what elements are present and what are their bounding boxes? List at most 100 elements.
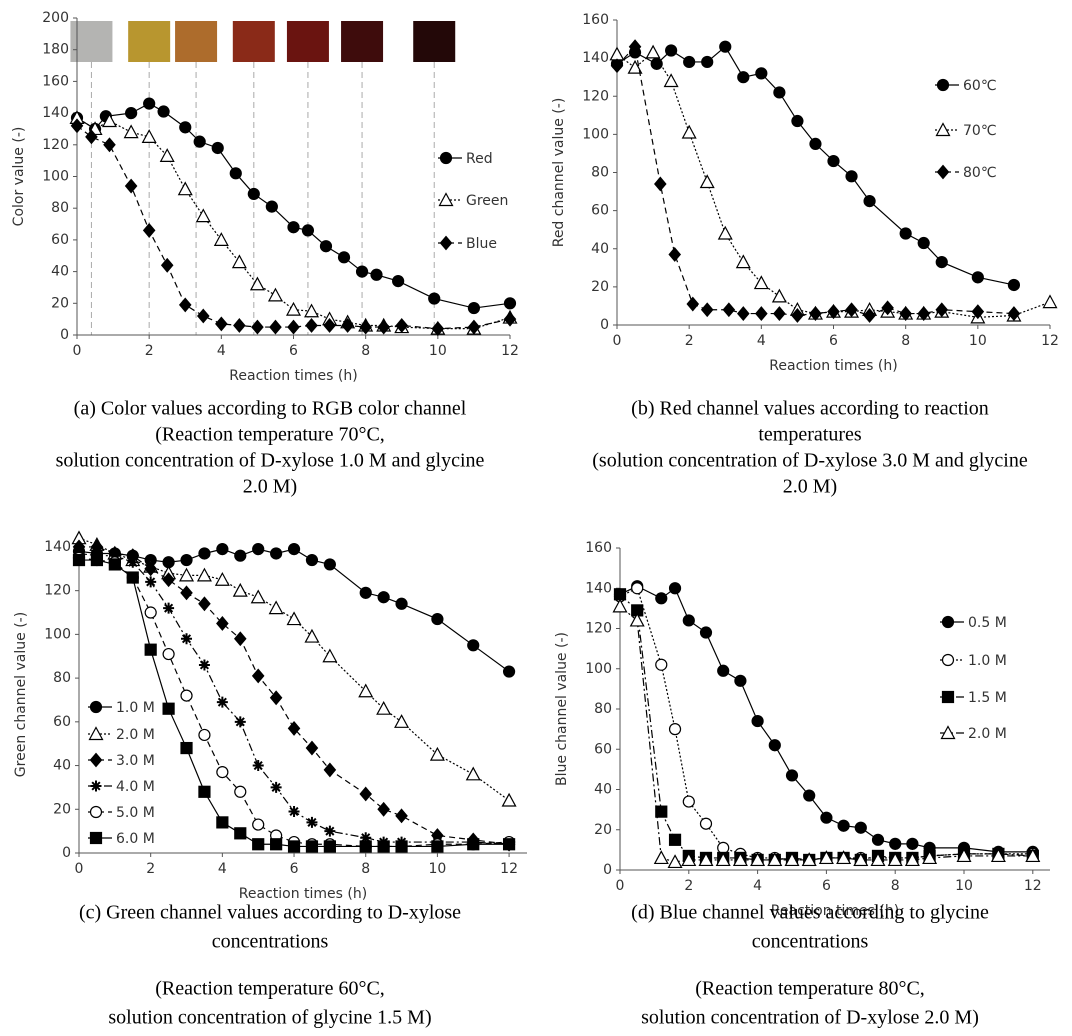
y-axis-label: Color value (-) bbox=[11, 127, 27, 227]
marker bbox=[907, 838, 918, 849]
legend-marker bbox=[441, 153, 452, 164]
marker bbox=[288, 222, 299, 233]
marker bbox=[235, 786, 246, 797]
x-tick-label: 2 bbox=[684, 878, 693, 894]
marker bbox=[792, 116, 803, 127]
marker bbox=[828, 156, 839, 167]
marker bbox=[306, 817, 317, 828]
marker bbox=[144, 224, 155, 237]
marker bbox=[504, 839, 515, 850]
marker bbox=[756, 307, 767, 320]
legend-label: 1.0 M bbox=[116, 700, 155, 716]
y-tick-label: 0 bbox=[60, 327, 69, 343]
marker bbox=[127, 557, 138, 568]
marker bbox=[774, 87, 785, 98]
legend-label: 80℃ bbox=[963, 165, 997, 181]
y-tick-label: 0 bbox=[62, 845, 71, 861]
marker bbox=[235, 550, 246, 561]
marker bbox=[467, 768, 480, 780]
caption: (Reaction temperature 60°C, bbox=[155, 978, 385, 1000]
marker bbox=[371, 269, 382, 280]
x-tick-label: 4 bbox=[757, 333, 766, 349]
marker bbox=[289, 544, 300, 555]
marker bbox=[181, 586, 192, 599]
marker bbox=[253, 544, 264, 555]
marker bbox=[74, 555, 85, 566]
marker bbox=[666, 45, 677, 56]
x-axis-label: Reaction times (h) bbox=[769, 358, 897, 374]
marker bbox=[503, 794, 516, 806]
caption: concentrations bbox=[212, 931, 329, 953]
marker bbox=[199, 659, 210, 670]
marker bbox=[701, 627, 712, 638]
x-tick-label: 8 bbox=[901, 333, 910, 349]
y-tick-label: 60 bbox=[53, 714, 71, 730]
legend-marker bbox=[91, 807, 102, 818]
marker bbox=[468, 839, 479, 850]
marker bbox=[197, 210, 210, 222]
y-tick-label: 40 bbox=[51, 264, 69, 280]
x-tick-label: 2 bbox=[146, 861, 155, 877]
marker bbox=[127, 572, 138, 583]
marker bbox=[687, 298, 698, 311]
marker bbox=[199, 786, 210, 797]
y-tick-label: 40 bbox=[53, 758, 71, 774]
marker bbox=[890, 838, 901, 849]
x-tick-label: 8 bbox=[361, 343, 370, 359]
x-tick-label: 2 bbox=[685, 333, 694, 349]
marker bbox=[230, 168, 241, 179]
marker bbox=[216, 573, 229, 585]
marker bbox=[656, 806, 667, 817]
axes bbox=[77, 18, 510, 335]
marker bbox=[504, 666, 515, 677]
marker bbox=[432, 614, 443, 625]
marker bbox=[395, 715, 408, 727]
marker bbox=[720, 41, 731, 52]
marker bbox=[669, 248, 680, 261]
marker bbox=[656, 593, 667, 604]
marker bbox=[719, 227, 732, 239]
marker bbox=[396, 841, 407, 852]
legend-label: 60℃ bbox=[963, 78, 997, 94]
y-axis-label: Blue channel value (-) bbox=[554, 632, 570, 786]
caption: (a) Color values according to RGB color … bbox=[74, 398, 467, 420]
marker bbox=[253, 819, 264, 830]
y-tick-label: 40 bbox=[594, 782, 612, 798]
legend-label: 0.5 M bbox=[968, 615, 1007, 631]
y-tick-label: 40 bbox=[591, 241, 609, 257]
x-tick-label: 8 bbox=[361, 861, 370, 877]
x-tick-label: 10 bbox=[955, 878, 973, 894]
marker bbox=[217, 767, 228, 778]
marker bbox=[217, 817, 228, 828]
marker bbox=[615, 589, 626, 600]
marker bbox=[271, 782, 282, 793]
marker bbox=[163, 703, 174, 714]
x-tick-label: 4 bbox=[218, 861, 227, 877]
marker bbox=[360, 841, 371, 852]
x-tick-label: 6 bbox=[289, 343, 298, 359]
legend-marker bbox=[938, 80, 949, 91]
marker bbox=[199, 597, 210, 610]
marker bbox=[217, 697, 228, 708]
marker bbox=[91, 555, 102, 566]
y-tick-label: 200 bbox=[42, 10, 69, 26]
marker bbox=[752, 716, 763, 727]
y-tick-label: 100 bbox=[44, 626, 71, 642]
y-tick-label: 140 bbox=[582, 50, 609, 66]
marker bbox=[302, 225, 313, 236]
marker bbox=[163, 649, 174, 660]
caption: (Reaction temperature 80°C, bbox=[695, 978, 925, 1000]
marker bbox=[378, 803, 389, 816]
y-tick-label: 80 bbox=[594, 701, 612, 717]
photo bbox=[175, 21, 217, 62]
marker bbox=[198, 309, 209, 322]
marker bbox=[1008, 279, 1019, 290]
y-tick-label: 140 bbox=[44, 539, 71, 555]
marker bbox=[306, 742, 317, 755]
marker bbox=[162, 259, 173, 272]
marker bbox=[180, 298, 191, 311]
y-tick-label: 20 bbox=[591, 279, 609, 295]
x-tick-label: 10 bbox=[969, 333, 987, 349]
legend-marker bbox=[91, 702, 102, 713]
x-tick-label: 0 bbox=[613, 333, 622, 349]
